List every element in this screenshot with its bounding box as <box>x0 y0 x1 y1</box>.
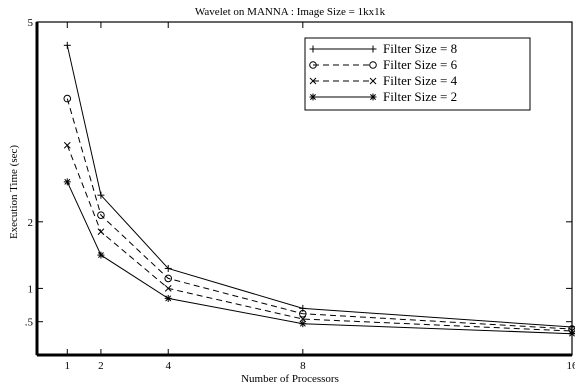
x-tick-label: 2 <box>98 360 104 372</box>
legend-marker <box>309 93 317 101</box>
series-line-3 <box>66 145 573 332</box>
legend-marker <box>309 77 317 85</box>
legend-marker <box>309 45 317 53</box>
plot-frame <box>35 21 573 357</box>
legend-label-3: Filter Size = 4 <box>383 73 458 88</box>
data-point <box>164 285 172 292</box>
data-point <box>164 264 172 272</box>
data-point <box>299 309 307 318</box>
series-line-4 <box>66 181 573 335</box>
legend-marker <box>369 77 377 85</box>
series-layer <box>63 41 575 338</box>
x-tick-label: 8 <box>300 360 306 372</box>
x-tick-label: 4 <box>165 360 171 372</box>
data-point <box>164 274 173 283</box>
legend-marker <box>369 93 377 101</box>
legend-label-4: Filter Size = 2 <box>383 89 457 104</box>
axis-ticks: 1 2 4 8 16 5 2 1 .5 <box>25 17 575 372</box>
data-point <box>568 330 575 338</box>
x-tick-label: 1 <box>65 360 71 372</box>
series-line-2 <box>66 98 573 330</box>
data-point <box>97 211 105 219</box>
data-point <box>63 94 72 103</box>
data-point <box>63 178 71 186</box>
legend-marker <box>369 45 377 53</box>
x-axis-label: Number of Processors <box>241 373 339 385</box>
data-point <box>63 41 71 49</box>
legend-marker <box>309 61 317 69</box>
y-tick-label: 2 <box>28 217 34 229</box>
data-point <box>63 141 71 149</box>
y-tick-label: 1 <box>28 283 34 295</box>
y-tick-label: .5 <box>25 317 34 329</box>
data-point <box>97 251 105 259</box>
legend-label-2: Filter Size = 6 <box>383 57 458 72</box>
y-axis-label: Execution Time (sec) <box>8 145 20 239</box>
legend-label-1: Filter Size = 8 <box>383 41 457 56</box>
data-point <box>97 191 105 199</box>
legend-box <box>304 37 531 111</box>
x-tick-label: 16 <box>567 360 575 372</box>
chart-title: Wavelet on MANNA : Image Size = 1kx1k <box>195 6 386 18</box>
legend-marker <box>369 61 377 69</box>
y-tick-label: 5 <box>28 17 34 29</box>
data-point <box>97 228 105 236</box>
data-point <box>299 320 307 328</box>
data-point <box>164 294 172 302</box>
